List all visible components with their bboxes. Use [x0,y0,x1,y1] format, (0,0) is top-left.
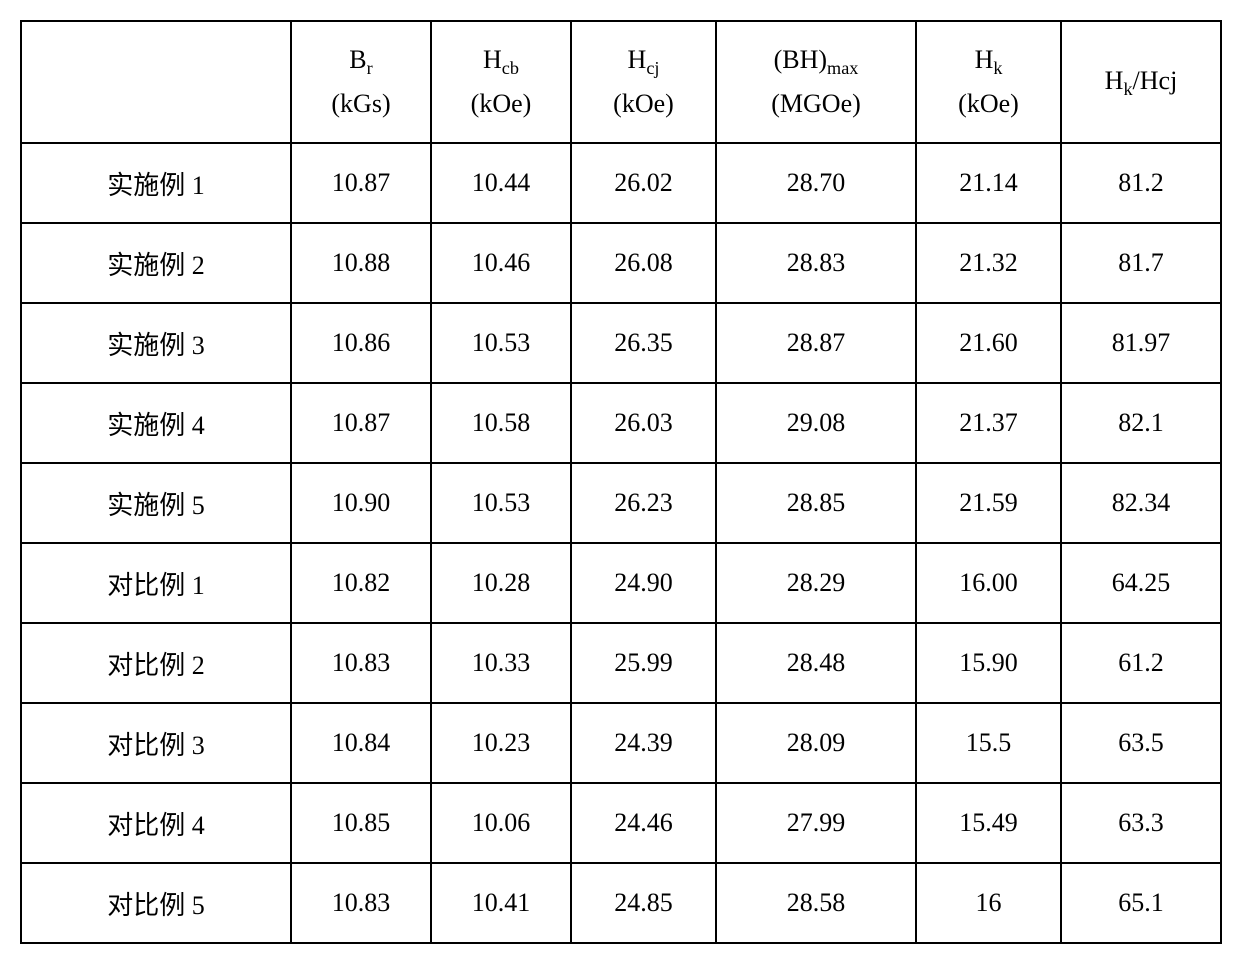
cell-value: 24.46 [571,783,716,863]
cell-value: 28.09 [716,703,916,783]
cell-value: 21.37 [916,383,1061,463]
cell-value: 63.5 [1061,703,1221,783]
table-row: 实施例 510.9010.5326.2328.8521.5982.34 [21,463,1221,543]
cell-value: 28.58 [716,863,916,943]
cell-value: 21.60 [916,303,1061,383]
table-row: 对比例 410.8510.0624.4627.9915.4963.3 [21,783,1221,863]
cell-value: 10.28 [431,543,571,623]
header-cell-hk: Hk(kOe) [916,21,1061,143]
header-cell-hkhcj: Hk/Hcj [1061,21,1221,143]
header-cell-hcb: Hcb(kOe) [431,21,571,143]
data-table: Br(kGs) Hcb(kOe) Hcj(kOe) (BH)max(MGOe) … [20,20,1222,944]
cell-value: 10.46 [431,223,571,303]
table-row: 实施例 310.8610.5326.3528.8721.6081.97 [21,303,1221,383]
cell-value: 10.23 [431,703,571,783]
cell-value: 10.86 [291,303,431,383]
table-header: Br(kGs) Hcb(kOe) Hcj(kOe) (BH)max(MGOe) … [21,21,1221,143]
cell-value: 29.08 [716,383,916,463]
cell-value: 81.2 [1061,143,1221,223]
cell-value: 28.29 [716,543,916,623]
cell-value: 26.23 [571,463,716,543]
row-label: 对比例 4 [21,783,291,863]
cell-value: 21.14 [916,143,1061,223]
cell-value: 61.2 [1061,623,1221,703]
cell-value: 28.48 [716,623,916,703]
cell-value: 15.49 [916,783,1061,863]
cell-value: 16.00 [916,543,1061,623]
cell-value: 10.82 [291,543,431,623]
row-label: 实施例 2 [21,223,291,303]
cell-value: 10.87 [291,383,431,463]
header-cell-blank [21,21,291,143]
cell-value: 82.1 [1061,383,1221,463]
cell-value: 10.87 [291,143,431,223]
cell-value: 10.85 [291,783,431,863]
cell-value: 28.70 [716,143,916,223]
cell-value: 28.87 [716,303,916,383]
cell-value: 63.3 [1061,783,1221,863]
table-row: 对比例 210.8310.3325.9928.4815.9061.2 [21,623,1221,703]
cell-value: 26.03 [571,383,716,463]
table-row: 实施例 410.8710.5826.0329.0821.3782.1 [21,383,1221,463]
cell-value: 21.59 [916,463,1061,543]
table-row: 对比例 310.8410.2324.3928.0915.563.5 [21,703,1221,783]
cell-value: 81.7 [1061,223,1221,303]
cell-value: 10.06 [431,783,571,863]
cell-value: 25.99 [571,623,716,703]
row-label: 实施例 4 [21,383,291,463]
table-row: 实施例 110.8710.4426.0228.7021.1481.2 [21,143,1221,223]
cell-value: 15.5 [916,703,1061,783]
header-cell-bhmax: (BH)max(MGOe) [716,21,916,143]
table-row: 对比例 510.8310.4124.8528.581665.1 [21,863,1221,943]
row-label: 对比例 2 [21,623,291,703]
row-label: 实施例 3 [21,303,291,383]
row-label: 对比例 1 [21,543,291,623]
cell-value: 10.44 [431,143,571,223]
cell-value: 26.02 [571,143,716,223]
cell-value: 26.08 [571,223,716,303]
cell-value: 10.58 [431,383,571,463]
header-cell-hcj: Hcj(kOe) [571,21,716,143]
cell-value: 10.88 [291,223,431,303]
row-label: 对比例 5 [21,863,291,943]
cell-value: 27.99 [716,783,916,863]
cell-value: 10.53 [431,303,571,383]
row-label: 对比例 3 [21,703,291,783]
cell-value: 81.97 [1061,303,1221,383]
row-label: 实施例 1 [21,143,291,223]
header-cell-br: Br(kGs) [291,21,431,143]
cell-value: 21.32 [916,223,1061,303]
cell-value: 82.34 [1061,463,1221,543]
cell-value: 24.39 [571,703,716,783]
cell-value: 16 [916,863,1061,943]
cell-value: 10.84 [291,703,431,783]
table-row: 实施例 210.8810.4626.0828.8321.3281.7 [21,223,1221,303]
cell-value: 26.35 [571,303,716,383]
cell-value: 24.90 [571,543,716,623]
cell-value: 10.90 [291,463,431,543]
cell-value: 10.83 [291,623,431,703]
cell-value: 24.85 [571,863,716,943]
row-label: 实施例 5 [21,463,291,543]
cell-value: 10.41 [431,863,571,943]
cell-value: 28.83 [716,223,916,303]
table-row: 对比例 110.8210.2824.9028.2916.0064.25 [21,543,1221,623]
cell-value: 65.1 [1061,863,1221,943]
table-body: 实施例 110.8710.4426.0228.7021.1481.2实施例 21… [21,143,1221,943]
cell-value: 10.83 [291,863,431,943]
cell-value: 10.33 [431,623,571,703]
header-row: Br(kGs) Hcb(kOe) Hcj(kOe) (BH)max(MGOe) … [21,21,1221,143]
cell-value: 64.25 [1061,543,1221,623]
cell-value: 15.90 [916,623,1061,703]
cell-value: 10.53 [431,463,571,543]
cell-value: 28.85 [716,463,916,543]
